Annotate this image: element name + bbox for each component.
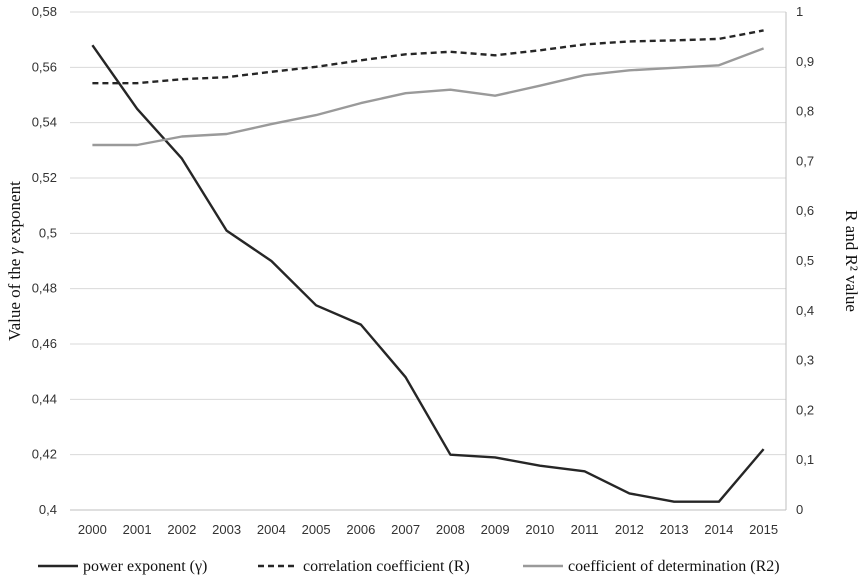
series-line-correlation [92, 29, 764, 85]
x-tick-label: 2001 [123, 522, 152, 537]
right-tick-label: 1 [796, 4, 803, 19]
left-tick-label: 0,4 [39, 502, 57, 517]
right-tick-label: 0,7 [796, 153, 814, 168]
left-axis-title: Value of the γ exponent [5, 181, 24, 341]
legend-label-determination: coefficient of determination (R2) [568, 558, 780, 575]
x-tick-label: 2007 [391, 522, 420, 537]
x-tick-label: 2004 [257, 522, 286, 537]
right-tick-label: 0,4 [796, 303, 814, 318]
left-tick-label: 0,44 [32, 391, 57, 406]
left-tick-label: 0,54 [32, 115, 57, 130]
right-tick-label: 0,6 [796, 203, 814, 218]
legend-label-correlation: correlation coefficient (R) [303, 558, 470, 575]
x-tick-label: 2003 [212, 522, 241, 537]
right-tick-label: 0,8 [796, 104, 814, 119]
right-tick-label: 0 [796, 502, 803, 517]
left-tick-label: 0,56 [32, 59, 57, 74]
right-tick-label: 0,5 [796, 253, 814, 268]
x-tick-label: 2013 [660, 522, 689, 537]
series-lines [91, 29, 765, 503]
left-tick-label: 0,48 [32, 281, 57, 296]
x-tick-label: 2011 [571, 522, 599, 537]
left-tick-label: 0,52 [32, 170, 57, 185]
x-tick-label: 2009 [481, 522, 510, 537]
left-tick-label: 0,5 [39, 225, 57, 240]
left-tick-label: 0,46 [32, 336, 57, 351]
left-tick-label: 0,42 [32, 447, 57, 462]
right-tick-label: 0,9 [796, 54, 814, 69]
axes [70, 12, 787, 511]
series-line-determination [92, 47, 765, 147]
x-tick-label: 2005 [302, 522, 331, 537]
left-tick-label: 0,58 [32, 4, 57, 19]
series-line-power-exponent [91, 44, 765, 503]
x-tick-label: 2010 [525, 522, 554, 537]
x-tick-label: 2015 [749, 522, 778, 537]
x-tick-label: 2008 [436, 522, 465, 537]
legend-label-power-exponent: power exponent (γ) [83, 558, 207, 575]
right-axis-title: R and R² value [842, 210, 859, 312]
x-tick-label: 2012 [615, 522, 644, 537]
x-tick-label: 2000 [78, 522, 107, 537]
x-tick-label: 2002 [167, 522, 196, 537]
tick-labels: 0,4 0,42 0,44 0,46 0,48 0,5 0,52 0,54 0,56 0,58 0 0… [32, 4, 814, 537]
x-tick-label: 2006 [346, 522, 375, 537]
right-tick-label: 0,2 [796, 402, 814, 417]
x-tick-label: 2014 [704, 522, 733, 537]
right-tick-label: 0,1 [796, 452, 814, 467]
right-tick-label: 0,3 [796, 353, 814, 368]
gridlines [70, 11, 786, 456]
legend: power exponent (γ) correlation coefficie… [38, 558, 780, 575]
